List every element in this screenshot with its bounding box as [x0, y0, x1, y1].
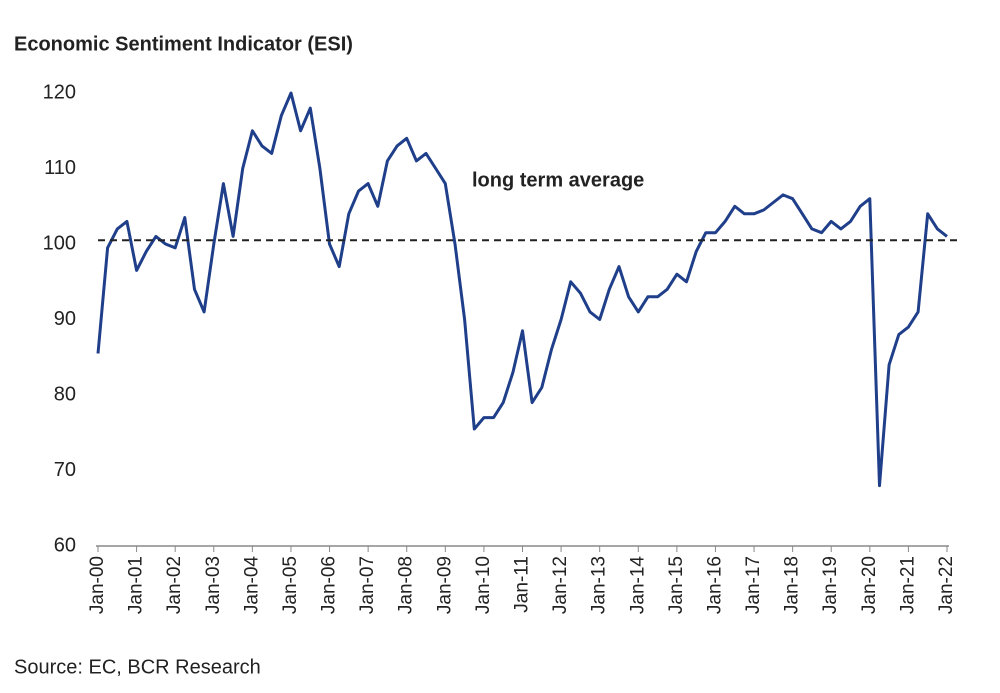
x-tick-label: Jan-21 — [897, 556, 918, 614]
y-tick-label: 90 — [54, 308, 76, 330]
x-tick-label: Jan-10 — [473, 556, 494, 614]
annotation: long term average — [472, 169, 644, 191]
x-tick-label: Jan-09 — [434, 556, 455, 614]
y-tick-label: 70 — [54, 459, 76, 481]
x-tick-label: Jan-22 — [936, 556, 957, 614]
x-tick-label: Jan-03 — [203, 556, 224, 614]
esi-line — [96, 91, 948, 488]
y-tick-label: 80 — [54, 383, 76, 405]
y-tick-label: 110 — [44, 157, 76, 179]
x-tick-label: Jan-06 — [319, 556, 340, 614]
y-tick-label: 100 — [43, 232, 76, 254]
chart-title: Economic Sentiment Indicator (ESI) — [14, 33, 353, 55]
x-tick-label: Jan-18 — [782, 556, 803, 614]
x-tick-label: Jan-07 — [357, 556, 378, 614]
x-tick-label: Jan-17 — [743, 556, 764, 614]
x-tick-label: Jan-05 — [280, 556, 301, 614]
x-tick-label: Jan-00 — [87, 556, 108, 614]
x-tick-label: Jan-14 — [627, 556, 648, 615]
x-tick-label: Jan-19 — [820, 556, 841, 614]
x-tick-label: Jan-04 — [241, 556, 262, 615]
x-tick-label: Jan-01 — [126, 556, 147, 614]
x-tick-label: Jan-11 — [512, 556, 533, 613]
x-tick-label: Jan-13 — [589, 556, 610, 614]
x-tick-label: Jan-16 — [704, 556, 725, 614]
x-tick-label: Jan-08 — [396, 556, 417, 614]
x-tick-label: Jan-20 — [859, 556, 880, 614]
y-tick-label: 120 — [43, 81, 76, 103]
x-tick-label: Jan-12 — [550, 556, 571, 614]
source-note: Source: EC, BCR Research — [14, 656, 261, 678]
x-tick-label: Jan-15 — [666, 556, 687, 614]
y-tick-label: 60 — [54, 534, 76, 556]
x-tick-label: Jan-02 — [164, 556, 185, 614]
